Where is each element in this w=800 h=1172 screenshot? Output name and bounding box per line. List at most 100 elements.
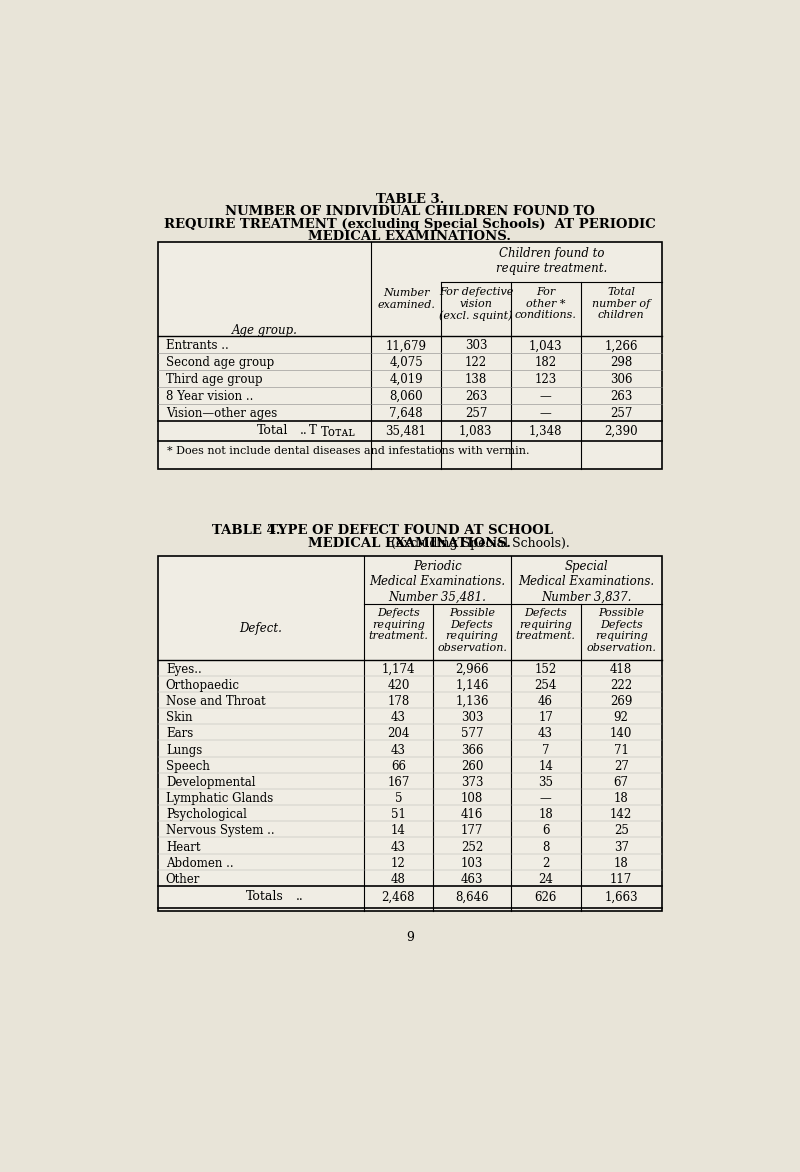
Text: Defects
requiring
treatment.: Defects requiring treatment. bbox=[516, 608, 575, 641]
Text: Lungs: Lungs bbox=[166, 743, 202, 757]
Text: 51: 51 bbox=[391, 809, 406, 822]
Text: 252: 252 bbox=[461, 840, 483, 853]
Text: Nose and Throat: Nose and Throat bbox=[166, 695, 266, 708]
Text: 123: 123 bbox=[534, 373, 557, 387]
Text: 122: 122 bbox=[465, 356, 487, 369]
Text: Special
Medical Examinations.
Number 3,837.: Special Medical Examinations. Number 3,8… bbox=[518, 560, 654, 604]
Text: 67: 67 bbox=[614, 776, 629, 789]
Text: 1,083: 1,083 bbox=[459, 424, 493, 438]
Text: Defect.: Defect. bbox=[239, 622, 282, 635]
Text: 18: 18 bbox=[538, 809, 553, 822]
Text: 43: 43 bbox=[391, 711, 406, 724]
Text: 35: 35 bbox=[538, 776, 553, 789]
Text: 1,174: 1,174 bbox=[382, 662, 415, 676]
Text: 257: 257 bbox=[610, 407, 632, 420]
Text: 8,060: 8,060 bbox=[390, 390, 423, 403]
Text: 298: 298 bbox=[610, 356, 632, 369]
Text: 138: 138 bbox=[465, 373, 487, 387]
Text: 18: 18 bbox=[614, 792, 629, 805]
Text: 6: 6 bbox=[542, 824, 550, 838]
Text: 17: 17 bbox=[538, 711, 553, 724]
Text: —: — bbox=[540, 390, 551, 403]
Text: 27: 27 bbox=[614, 759, 629, 772]
Text: 303: 303 bbox=[465, 340, 487, 353]
Text: 2,468: 2,468 bbox=[382, 891, 415, 904]
Text: Periodic
Medical Examinations.
Number 35,481.: Periodic Medical Examinations. Number 35… bbox=[369, 560, 505, 604]
Text: Children found to
require treatment.: Children found to require treatment. bbox=[496, 247, 607, 275]
Text: 5: 5 bbox=[394, 792, 402, 805]
Text: 2,390: 2,390 bbox=[604, 424, 638, 438]
Text: Lymphatic Glands: Lymphatic Glands bbox=[166, 792, 273, 805]
Text: 117: 117 bbox=[610, 873, 632, 886]
Text: 204: 204 bbox=[387, 728, 410, 741]
Text: Total: Total bbox=[257, 424, 288, 437]
Text: 35,481: 35,481 bbox=[386, 424, 426, 438]
Text: 182: 182 bbox=[534, 356, 557, 369]
Bar bbox=[158, 243, 662, 469]
Text: 103: 103 bbox=[461, 857, 483, 870]
Text: T: T bbox=[310, 424, 317, 437]
Text: 1,136: 1,136 bbox=[455, 695, 489, 708]
Text: 8,646: 8,646 bbox=[455, 891, 489, 904]
Text: 263: 263 bbox=[465, 390, 487, 403]
Text: Third age group: Third age group bbox=[166, 373, 262, 387]
Text: 43: 43 bbox=[391, 743, 406, 757]
Text: Other: Other bbox=[166, 873, 200, 886]
Text: Tᴏᴛᴀʟ: Tᴏᴛᴀʟ bbox=[321, 425, 356, 438]
Text: 1,663: 1,663 bbox=[604, 891, 638, 904]
Text: 9: 9 bbox=[406, 931, 414, 943]
Text: —: — bbox=[540, 407, 551, 420]
Text: 12: 12 bbox=[391, 857, 406, 870]
Text: 626: 626 bbox=[534, 891, 557, 904]
Text: REQUIRE TREATMENT (excluding Special Schools)  AT PERIODIC: REQUIRE TREATMENT (excluding Special Sch… bbox=[164, 218, 656, 231]
Text: 254: 254 bbox=[534, 679, 557, 691]
Text: 8 Year vision ..: 8 Year vision .. bbox=[166, 390, 254, 403]
Text: 8: 8 bbox=[542, 840, 550, 853]
Text: Ears: Ears bbox=[166, 728, 193, 741]
Text: Abdomen ..: Abdomen .. bbox=[166, 857, 234, 870]
Text: 152: 152 bbox=[534, 662, 557, 676]
Text: Orthopaedic: Orthopaedic bbox=[166, 679, 240, 691]
Text: 263: 263 bbox=[610, 390, 632, 403]
Text: 4,019: 4,019 bbox=[390, 373, 423, 387]
Text: 7,648: 7,648 bbox=[390, 407, 423, 420]
Text: 260: 260 bbox=[461, 759, 483, 772]
Text: 178: 178 bbox=[387, 695, 410, 708]
Text: Vision—other ages: Vision—other ages bbox=[166, 407, 277, 420]
Text: 66: 66 bbox=[391, 759, 406, 772]
Text: 2,966: 2,966 bbox=[455, 662, 489, 676]
Text: TYPE OF DEFECT FOUND AT SCHOOL: TYPE OF DEFECT FOUND AT SCHOOL bbox=[267, 524, 553, 537]
Text: 177: 177 bbox=[461, 824, 483, 838]
Text: Second age group: Second age group bbox=[166, 356, 274, 369]
Text: 46: 46 bbox=[538, 695, 553, 708]
Text: * Does not include dental diseases and infestations with vermin.: * Does not include dental diseases and i… bbox=[167, 445, 530, 456]
Text: 25: 25 bbox=[614, 824, 629, 838]
Text: 108: 108 bbox=[461, 792, 483, 805]
Text: Age group.: Age group. bbox=[232, 323, 298, 336]
Text: 37: 37 bbox=[614, 840, 629, 853]
Text: 4,075: 4,075 bbox=[390, 356, 423, 369]
Text: Developmental: Developmental bbox=[166, 776, 255, 789]
Text: For defective
vision
(excl. squint): For defective vision (excl. squint) bbox=[438, 287, 513, 321]
Text: Skin: Skin bbox=[166, 711, 192, 724]
Text: Possible
Defects
requiring
observation.: Possible Defects requiring observation. bbox=[437, 608, 507, 653]
Text: 140: 140 bbox=[610, 728, 632, 741]
Text: Total
number of
children: Total number of children bbox=[592, 287, 650, 320]
Text: Number
examined.: Number examined. bbox=[377, 288, 435, 311]
Text: 366: 366 bbox=[461, 743, 483, 757]
Text: Entrants ..: Entrants .. bbox=[166, 340, 229, 353]
Text: 269: 269 bbox=[610, 695, 632, 708]
Text: MEDICAL EXAMINATIONS.: MEDICAL EXAMINATIONS. bbox=[309, 537, 511, 550]
Text: Heart: Heart bbox=[166, 840, 200, 853]
Text: 24: 24 bbox=[538, 873, 553, 886]
Text: ..: .. bbox=[296, 891, 303, 904]
Text: 92: 92 bbox=[614, 711, 629, 724]
Text: 43: 43 bbox=[538, 728, 553, 741]
Text: (excluding Special Schools).: (excluding Special Schools). bbox=[250, 537, 570, 550]
Text: 11,679: 11,679 bbox=[386, 340, 426, 353]
Text: 577: 577 bbox=[461, 728, 483, 741]
Text: Speech: Speech bbox=[166, 759, 210, 772]
Text: 1,043: 1,043 bbox=[529, 340, 562, 353]
Text: 303: 303 bbox=[461, 711, 483, 724]
Text: NUMBER OF INDIVIDUAL CHILDREN FOUND TO: NUMBER OF INDIVIDUAL CHILDREN FOUND TO bbox=[225, 205, 595, 218]
